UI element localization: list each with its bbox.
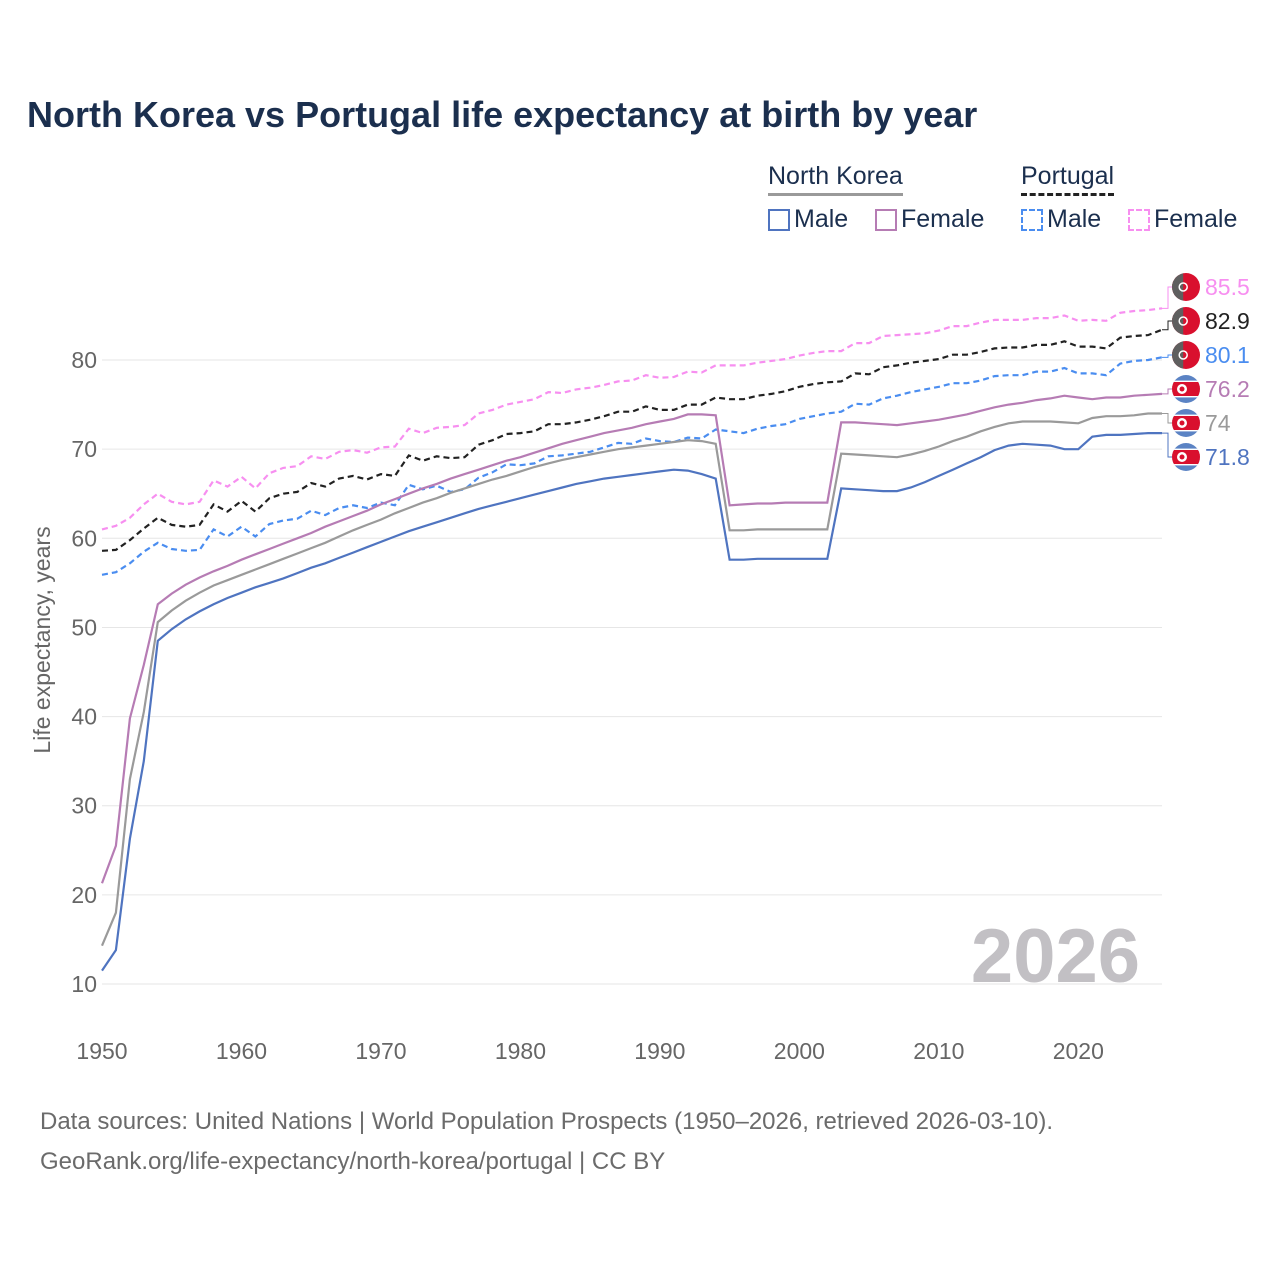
x-tick-label: 2010 [913, 1038, 964, 1064]
y-tick-label: 60 [71, 525, 97, 551]
y-tick-label: 70 [71, 436, 97, 462]
legend-group-label: North Korea [768, 162, 903, 190]
portugal-flag-icon [1172, 307, 1200, 335]
legend-label: Male [794, 205, 849, 233]
series-line-portugal-female [101, 307, 1163, 531]
north-korea-flag-icon [1172, 375, 1200, 403]
source-line-1: Data sources: United Nations | World Pop… [40, 1108, 1054, 1135]
end-value-label: 82.9 [1205, 308, 1250, 334]
end-connector [1162, 388, 1175, 395]
legend-swatch [875, 208, 897, 231]
north-korea-flag-icon [1172, 443, 1200, 471]
portugal-flag-icon [1172, 341, 1200, 369]
end-value-label: 71.8 [1205, 444, 1250, 470]
series-line-north-korea-female [100, 392, 1163, 884]
x-tick-label: 2000 [774, 1038, 825, 1064]
end-connector [1162, 320, 1175, 331]
x-tick-label: 1980 [495, 1038, 546, 1064]
end-connector [1162, 286, 1175, 309]
x-tick-label: 1970 [355, 1038, 406, 1064]
legend-item-pt-female[interactable]: Female [1128, 205, 1237, 234]
legend-group-north-korea: North Korea [768, 162, 903, 196]
legend-swatch [1021, 208, 1043, 231]
north-korea-flag-icon [1172, 409, 1200, 437]
end-connector [1162, 432, 1175, 458]
series-line-north-korea [100, 412, 1162, 947]
year-watermark: 2026 [971, 914, 1140, 999]
x-tick-label: 1990 [634, 1038, 685, 1064]
end-value-label: 74 [1205, 410, 1231, 436]
y-tick-label: 50 [71, 614, 97, 640]
end-connector [1162, 354, 1175, 358]
legend-item-nk-female[interactable]: Female [875, 205, 984, 234]
series-line-north-korea-male [101, 432, 1162, 972]
legend-item-pt-male[interactable]: Male [1021, 205, 1101, 234]
end-value-label: 80.1 [1205, 342, 1250, 368]
y-tick-label: 40 [71, 704, 97, 730]
legend-group-line [1021, 193, 1115, 196]
x-tick-label: 1950 [76, 1038, 127, 1064]
x-tick-label: 1960 [216, 1038, 267, 1064]
y-tick-label: 10 [71, 971, 97, 997]
legend-group-portugal: Portugal [1021, 162, 1115, 196]
x-tick-label: 2020 [1053, 1038, 1104, 1064]
legend-label: Female [901, 205, 985, 233]
legend-item-nk-male[interactable]: Male [768, 205, 848, 234]
y-tick-label: 30 [71, 793, 97, 819]
series-line-portugal [101, 328, 1163, 552]
y-tick-label: 20 [71, 882, 97, 908]
end-connector [1162, 413, 1175, 424]
legend-group-label: Portugal [1021, 162, 1115, 190]
legend-swatch [1128, 208, 1150, 231]
end-value-label: 76.2 [1205, 376, 1250, 402]
legend-group-line [768, 193, 903, 196]
portugal-flag-icon [1172, 273, 1200, 301]
legend-label: Female [1154, 205, 1238, 233]
y-axis-label: Life expectancy, years [29, 526, 55, 753]
series-line-portugal-male [101, 356, 1163, 576]
chart-title: North Korea vs Portugal life expectancy … [27, 94, 978, 135]
source-line-2[interactable]: GeoRank.org/life-expectancy/north-korea/… [40, 1148, 666, 1175]
end-value-label: 85.5 [1205, 274, 1250, 300]
legend-swatch [768, 208, 790, 231]
y-tick-label: 80 [71, 347, 97, 373]
legend-label: Male [1047, 205, 1102, 233]
